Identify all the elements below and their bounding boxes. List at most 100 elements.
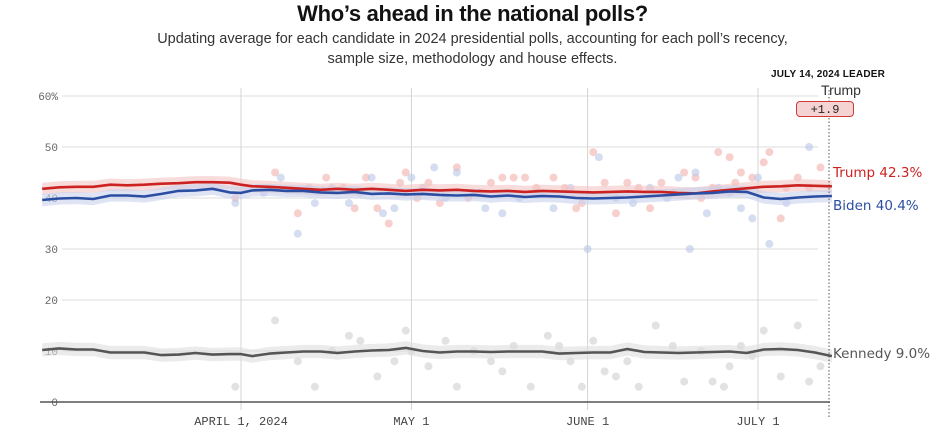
kennedy-poll-dot	[680, 377, 689, 386]
trump-poll-dot	[322, 173, 331, 182]
kennedy-poll-dot	[634, 382, 643, 391]
trump-poll-dot	[271, 168, 280, 177]
trump-poll-dot	[776, 214, 785, 223]
biden-poll-dot	[390, 204, 399, 213]
biden-poll-dot	[293, 229, 302, 238]
trump-poll-dot	[759, 158, 768, 167]
leader-callout: JULY 14, 2024 LEADER Trump	[748, 68, 908, 98]
chart-title: Who’s ahead in the national polls?	[297, 1, 648, 26]
biden-poll-dot	[594, 153, 603, 162]
trump-poll-dot	[600, 178, 609, 187]
trump-poll-dot	[646, 204, 655, 213]
subtitle-line-2: sample size, methodology and house effec…	[327, 51, 618, 67]
kennedy-poll-dot	[577, 382, 586, 391]
biden-poll-dot	[549, 204, 558, 213]
kennedy-poll-dot	[623, 357, 632, 366]
y-tick-label: 0	[51, 398, 58, 410]
gridlines	[62, 88, 818, 410]
trump-poll-dot	[657, 178, 666, 187]
x-axis-ticks: APRIL 1, 2024 MAY 1 JUNE 1 JULY 1	[194, 415, 779, 429]
trump-poll-dot	[714, 148, 723, 157]
kennedy-poll-dot	[600, 367, 609, 376]
biden-poll-dot	[310, 199, 319, 208]
biden-poll-dot	[736, 204, 745, 213]
biden-poll-dot	[481, 204, 490, 213]
biden-average-line	[42, 187, 832, 202]
kennedy-poll-dot	[816, 362, 825, 371]
trump-poll-dot	[401, 168, 410, 177]
kennedy-poll-dot	[424, 362, 433, 371]
kennedy-poll-dot	[651, 321, 660, 330]
biden-poll-dot	[231, 199, 240, 208]
leader-margin-badge: +1.9	[796, 101, 854, 117]
biden-poll-dot	[367, 173, 376, 182]
x-tick-label: APRIL 1, 2024	[194, 415, 288, 429]
biden-poll-dot	[583, 245, 592, 253]
kennedy-average-line	[42, 346, 833, 358]
trump-poll-dot	[498, 173, 507, 182]
biden-end-label: Biden 40.4%	[833, 198, 919, 214]
biden-poll-dot	[407, 173, 416, 182]
trump-poll-dot	[680, 168, 689, 177]
biden-poll-dot	[674, 173, 683, 182]
kennedy-poll-dot	[805, 377, 814, 386]
biden-poll-dot	[805, 143, 814, 151]
y-tick-label: 50	[45, 143, 58, 155]
x-tick-label: MAY 1	[393, 415, 429, 429]
kennedy-poll-dot	[356, 336, 365, 345]
trump-poll-dot	[350, 204, 359, 213]
kennedy-poll-dot	[486, 357, 495, 366]
trump-poll-dot	[623, 178, 632, 187]
trump-poll-dot	[361, 173, 370, 182]
kennedy-end-label: Kennedy 9.0%	[833, 346, 931, 362]
kennedy-poll-dot	[373, 372, 382, 381]
kennedy-poll-dot	[543, 331, 552, 340]
trump-poll-dot	[521, 173, 530, 182]
biden-poll-dot	[379, 209, 388, 218]
trump-poll-dot	[725, 153, 734, 162]
biden-poll-dot	[430, 163, 439, 172]
trump-poll-dot	[509, 173, 518, 182]
kennedy-poll-dot	[441, 336, 450, 345]
kennedy-poll-dot	[271, 316, 280, 325]
trump-poll-dot	[384, 219, 393, 228]
kennedy-poll-dot	[293, 357, 302, 366]
trump-poll-dot	[816, 163, 825, 172]
kennedy-poll-dot	[526, 382, 535, 391]
biden-poll-dot	[344, 199, 353, 208]
kennedy-poll-dot	[589, 336, 598, 345]
trump-poll-dot	[748, 173, 757, 182]
leader-name: Trump	[821, 82, 861, 98]
trump-end-label: Trump 42.3%	[833, 165, 923, 181]
y-axis-ticks: 0102030405060%	[38, 92, 58, 410]
trump-poll-dot	[486, 178, 495, 187]
kennedy-poll-dot	[390, 357, 399, 366]
kennedy-poll-dot	[793, 321, 802, 330]
biden-poll-dot	[691, 168, 700, 177]
biden-poll-dot	[748, 214, 757, 223]
biden-poll-dot	[765, 239, 774, 248]
chart-subtitle: Updating average for each candidate in 2…	[100, 29, 845, 69]
biden-poll-dot	[754, 173, 762, 182]
kennedy-poll-dot	[719, 382, 728, 391]
x-tick-label: JULY 1	[736, 415, 779, 429]
trump-poll-dot	[373, 204, 382, 213]
kennedy-poll-dot	[498, 367, 507, 376]
kennedy-poll-dot	[725, 362, 734, 371]
trump-poll-dot	[736, 168, 745, 177]
kennedy-poll-dot	[759, 326, 768, 335]
kennedy-poll-dot	[231, 382, 240, 391]
kennedy-poll-dot	[776, 372, 785, 381]
biden-poll-dot	[498, 209, 507, 218]
kennedy-poll-dot	[611, 372, 620, 381]
trump-poll-dot	[611, 209, 620, 218]
y-tick-label: 60%	[38, 92, 58, 104]
biden-poll-dot	[276, 173, 285, 182]
subtitle-line-1: Updating average for each candidate in 2…	[157, 31, 788, 47]
average-lines	[42, 180, 833, 358]
x-tick-label: JUNE 1	[566, 415, 609, 429]
kennedy-poll-dot	[310, 382, 319, 391]
biden-poll-dot	[452, 168, 461, 177]
kennedy-poll-dot	[708, 377, 717, 386]
